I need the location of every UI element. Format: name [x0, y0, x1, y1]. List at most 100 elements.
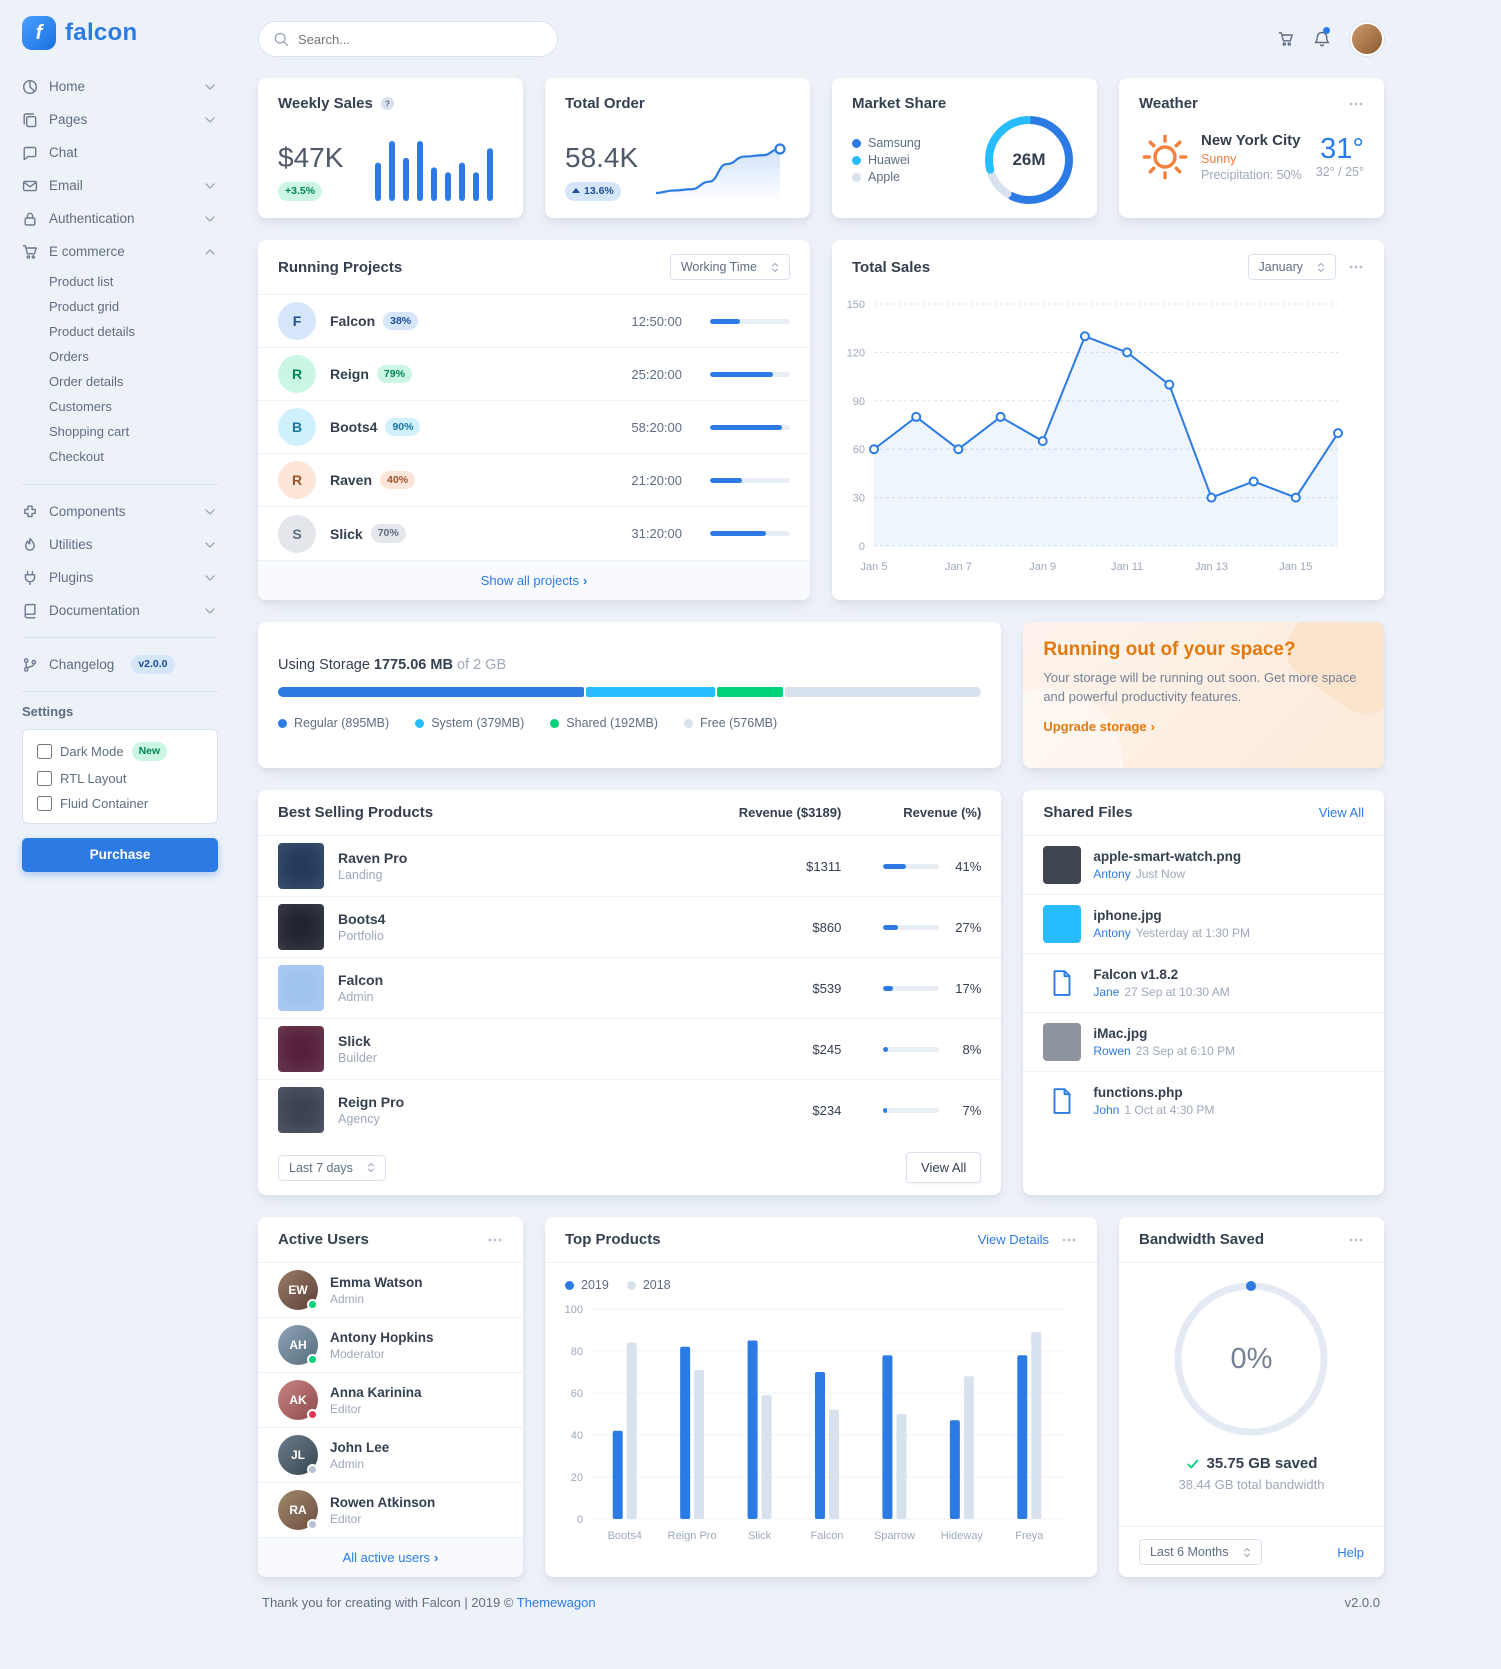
fluid-container-checkbox[interactable] — [37, 795, 52, 811]
user-row-john-lee[interactable]: JL John Lee Admin — [258, 1428, 523, 1483]
dark-mode-toggle[interactable]: Dark Mode New — [37, 742, 203, 761]
user-row-antony-hopkins[interactable]: AH Antony Hopkins Moderator — [258, 1318, 523, 1373]
sidebar-item-authentication[interactable]: Authentication — [22, 202, 218, 235]
fluid-container-toggle[interactable]: Fluid Container — [37, 795, 203, 811]
search-box[interactable] — [258, 21, 558, 57]
sidebar-item-ecommerce[interactable]: E commerce — [22, 235, 218, 268]
project-name[interactable]: Falcon — [330, 313, 376, 329]
shared-files-view-all-link[interactable]: View All — [1318, 805, 1364, 820]
storage-used: 1775.06 MB — [373, 657, 453, 673]
top-products-title: Top Products — [565, 1231, 661, 1248]
search-input[interactable] — [298, 31, 543, 47]
weather-menu-icon[interactable] — [1348, 96, 1364, 112]
product-name[interactable]: Boots4 — [338, 911, 386, 927]
working-time-select-value: Working Time — [680, 260, 757, 274]
product-name[interactable]: Slick — [338, 1033, 371, 1049]
sidebar-item-order-details[interactable]: Order details — [49, 374, 124, 389]
weekly-sales-card: Weekly Sales ? $47K +3.5% — [258, 78, 523, 218]
file-row-apple-smart-watch[interactable]: apple-smart-watch.png Antony Just Now — [1023, 836, 1384, 895]
upgrade-storage-link[interactable]: Upgrade storage — [1043, 719, 1364, 734]
project-name[interactable]: Slick — [330, 525, 363, 542]
file-user-link[interactable]: Antony — [1093, 867, 1131, 881]
sidebar-item-changelog[interactable]: Changelog v2.0.0 — [22, 648, 218, 681]
file-user-link[interactable]: John — [1093, 1103, 1120, 1117]
active-users-menu-icon[interactable] — [487, 1232, 503, 1248]
month-select[interactable]: January — [1247, 254, 1336, 280]
show-all-projects-link[interactable]: Show all projects — [258, 560, 810, 600]
sidebar-item-label: Email — [49, 178, 83, 193]
sidebar-item-home[interactable]: Home — [22, 70, 218, 103]
view-all-button[interactable]: View All — [906, 1152, 982, 1183]
file-user-link[interactable]: Antony — [1093, 926, 1131, 940]
user-row-emma-watson[interactable]: EW Emma Watson Admin — [258, 1263, 523, 1318]
file-user-link[interactable]: Rowen — [1093, 1044, 1131, 1058]
user-avatar: AK — [278, 1380, 318, 1420]
project-name[interactable]: Reign — [330, 366, 369, 382]
sidebar-item-label: Documentation — [49, 603, 140, 618]
help-link[interactable]: Help — [1337, 1544, 1364, 1560]
project-avatar: B — [278, 408, 316, 446]
svg-text:80: 80 — [571, 1346, 583, 1358]
svg-text:Freya: Freya — [1015, 1530, 1044, 1542]
user-avatar[interactable] — [1350, 22, 1384, 56]
cart-icon[interactable] — [1278, 31, 1294, 47]
product-name[interactable]: Reign Pro — [338, 1094, 405, 1110]
purchase-button[interactable]: Purchase — [22, 837, 218, 872]
storage-legend: Regular (895MB) System (379MB) Shared (1… — [278, 713, 981, 733]
flame-icon — [22, 537, 38, 553]
working-time-select[interactable]: Working Time — [669, 254, 790, 280]
sidebar-item-checkout[interactable]: Checkout — [49, 449, 104, 464]
user-row-anna-karinina[interactable]: AK Anna Karinina Editor — [258, 1373, 523, 1428]
sidebar-item-customers[interactable]: Customers — [49, 399, 112, 414]
sidebar-item-components[interactable]: Components — [22, 495, 218, 528]
space-warning-card: Running out of your space? Your storage … — [1023, 622, 1384, 768]
help-icon[interactable]: ? — [380, 96, 395, 111]
series-2019-dot — [565, 1280, 574, 1290]
top-products-menu-icon[interactable] — [1061, 1232, 1077, 1248]
themewagon-link[interactable]: Themewagon — [516, 1595, 596, 1610]
file-row-functions-php[interactable]: functions.php John 1 Oct at 4:30 PM — [1023, 1072, 1384, 1130]
apple-dot — [852, 172, 861, 182]
sidebar-item-product-details[interactable]: Product details — [49, 324, 135, 339]
file-row-iphone[interactable]: iphone.jpg Antony Yesterday at 1:30 PM — [1023, 895, 1384, 954]
product-name[interactable]: Raven Pro — [338, 850, 408, 866]
product-row-raven-pro: Raven Pro Landing $1311 41% — [258, 836, 1002, 897]
product-thumbnail — [278, 965, 324, 1011]
sidebar-item-email[interactable]: Email — [22, 169, 218, 202]
product-revenue-percent: 27% — [955, 919, 982, 935]
sidebar-item-product-grid[interactable]: Product grid — [49, 299, 120, 314]
sidebar-item-orders[interactable]: Orders — [49, 349, 89, 364]
puzzle-icon — [22, 504, 38, 520]
project-name[interactable]: Boots4 — [330, 419, 378, 435]
sidebar-item-plugins[interactable]: Plugins — [22, 561, 218, 594]
sidebar-item-documentation[interactable]: Documentation — [22, 594, 218, 627]
file-row-imac[interactable]: iMac.jpg Rowen 23 Sep at 6:10 PM — [1023, 1013, 1384, 1072]
file-code-icon — [1043, 1082, 1081, 1120]
project-progress-bar — [710, 424, 790, 430]
topbar-actions — [1278, 22, 1384, 56]
file-user-link[interactable]: Jane — [1093, 985, 1120, 999]
bandwidth-menu-icon[interactable] — [1348, 1232, 1364, 1248]
dark-mode-checkbox[interactable] — [37, 743, 52, 759]
project-name[interactable]: Raven — [330, 472, 373, 488]
rtl-layout-checkbox[interactable] — [37, 770, 52, 786]
falcon-logo[interactable]: f falcon — [22, 16, 218, 50]
file-time: 27 Sep at 10:30 AM — [1124, 985, 1230, 999]
last-6-months-select[interactable]: Last 6 Months — [1138, 1539, 1262, 1565]
samsung-dot — [852, 138, 861, 148]
sidebar-item-product-list[interactable]: Product list — [49, 274, 114, 289]
view-details-link[interactable]: View Details — [977, 1232, 1049, 1247]
product-name[interactable]: Falcon — [338, 972, 384, 988]
sidebar-item-shopping-cart[interactable]: Shopping cart — [49, 424, 130, 439]
sidebar-item-utilities[interactable]: Utilities — [22, 528, 218, 561]
total-sales-menu-icon[interactable] — [1348, 259, 1364, 275]
last-7-days-select[interactable]: Last 7 days — [278, 1154, 386, 1181]
sidebar-item-pages[interactable]: Pages — [22, 103, 218, 136]
all-active-users-link[interactable]: All active users — [258, 1537, 523, 1577]
sidebar-item-chat[interactable]: Chat — [22, 136, 218, 169]
notifications-bell-icon[interactable] — [1314, 27, 1330, 47]
rtl-layout-toggle[interactable]: RTL Layout — [37, 770, 203, 786]
file-row-falcon-zip[interactable]: Falcon v1.8.2 Jane 27 Sep at 10:30 AM — [1023, 954, 1384, 1013]
lock-icon — [22, 211, 38, 227]
user-row-rowen-atkinson[interactable]: RA Rowen Atkinson Editor — [258, 1483, 523, 1537]
